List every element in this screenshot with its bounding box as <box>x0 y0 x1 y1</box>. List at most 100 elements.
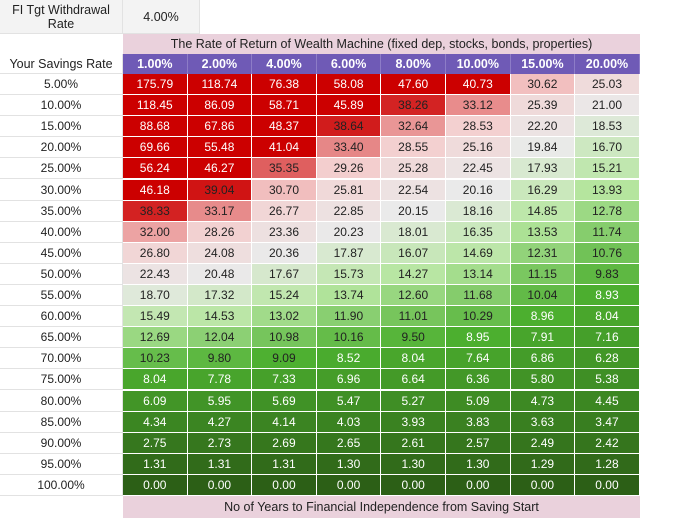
years-cell[interactable]: 8.04 <box>381 348 446 370</box>
column-header[interactable]: 1.00% <box>123 54 188 74</box>
years-cell[interactable]: 175.79 <box>123 74 188 96</box>
years-cell[interactable]: 2.75 <box>123 432 188 454</box>
years-cell[interactable]: 1.31 <box>123 453 188 475</box>
savings-rate-label[interactable]: 30.00% <box>0 179 123 201</box>
years-cell[interactable]: 13.02 <box>252 306 317 328</box>
years-cell[interactable]: 5.38 <box>575 369 640 391</box>
years-cell[interactable]: 12.69 <box>123 327 188 349</box>
years-cell[interactable]: 4.14 <box>252 411 317 433</box>
years-cell[interactable]: 16.70 <box>575 137 640 159</box>
years-cell[interactable]: 5.47 <box>316 390 382 412</box>
years-cell[interactable]: 15.21 <box>575 158 640 180</box>
years-cell[interactable]: 10.29 <box>446 306 511 328</box>
years-cell[interactable]: 88.68 <box>123 116 188 138</box>
years-cell[interactable]: 17.67 <box>252 263 317 285</box>
years-cell[interactable]: 48.37 <box>252 116 317 138</box>
years-cell[interactable]: 18.01 <box>381 221 446 243</box>
years-cell[interactable]: 7.16 <box>575 327 640 349</box>
years-cell[interactable]: 6.64 <box>381 369 446 391</box>
years-cell[interactable]: 2.57 <box>446 432 511 454</box>
years-cell[interactable]: 0.00 <box>381 474 446 496</box>
years-cell[interactable]: 11.01 <box>381 306 446 328</box>
years-cell[interactable]: 30.70 <box>252 179 317 201</box>
years-cell[interactable]: 9.80 <box>187 348 253 370</box>
years-cell[interactable]: 22.54 <box>381 179 446 201</box>
years-cell[interactable]: 16.07 <box>381 242 446 264</box>
years-cell[interactable]: 12.31 <box>510 242 576 264</box>
years-cell[interactable]: 10.04 <box>510 285 576 307</box>
years-cell[interactable]: 5.09 <box>446 390 511 412</box>
years-cell[interactable]: 55.48 <box>187 137 253 159</box>
years-cell[interactable]: 14.85 <box>510 200 576 222</box>
years-cell[interactable]: 21.00 <box>575 95 640 117</box>
savings-rate-label[interactable]: 35.00% <box>0 200 123 222</box>
years-cell[interactable]: 6.96 <box>316 369 382 391</box>
years-cell[interactable]: 20.48 <box>187 263 253 285</box>
years-cell[interactable]: 25.81 <box>316 179 382 201</box>
years-cell[interactable]: 6.86 <box>510 348 576 370</box>
years-cell[interactable]: 56.24 <box>123 158 188 180</box>
years-cell[interactable]: 0.00 <box>123 474 188 496</box>
years-cell[interactable]: 16.35 <box>446 221 511 243</box>
years-cell[interactable]: 11.74 <box>575 221 640 243</box>
years-cell[interactable]: 11.15 <box>510 263 576 285</box>
fi-target-value[interactable]: 4.00% <box>123 0 200 34</box>
years-cell[interactable]: 13.53 <box>510 221 576 243</box>
years-cell[interactable]: 8.04 <box>123 369 188 391</box>
years-cell[interactable]: 58.71 <box>252 95 317 117</box>
years-cell[interactable]: 17.87 <box>316 242 382 264</box>
years-cell[interactable]: 4.27 <box>187 411 253 433</box>
years-cell[interactable]: 13.93 <box>575 179 640 201</box>
savings-rate-label[interactable]: 15.00% <box>0 116 123 138</box>
years-cell[interactable]: 26.77 <box>252 200 317 222</box>
years-cell[interactable]: 18.53 <box>575 116 640 138</box>
years-cell[interactable]: 9.83 <box>575 263 640 285</box>
savings-rate-label[interactable]: 80.00% <box>0 390 123 412</box>
years-cell[interactable]: 25.16 <box>446 137 511 159</box>
years-cell[interactable]: 1.31 <box>252 453 317 475</box>
years-cell[interactable]: 1.30 <box>446 453 511 475</box>
years-cell[interactable]: 4.45 <box>575 390 640 412</box>
savings-rate-label[interactable]: 65.00% <box>0 327 123 349</box>
years-cell[interactable]: 5.27 <box>381 390 446 412</box>
years-cell[interactable]: 15.73 <box>316 263 382 285</box>
years-cell[interactable]: 28.26 <box>187 221 253 243</box>
years-cell[interactable]: 45.89 <box>316 95 382 117</box>
years-cell[interactable]: 0.00 <box>510 474 576 496</box>
years-cell[interactable]: 12.78 <box>575 200 640 222</box>
years-cell[interactable]: 11.68 <box>446 285 511 307</box>
years-cell[interactable]: 1.28 <box>575 453 640 475</box>
years-cell[interactable]: 7.33 <box>252 369 317 391</box>
years-cell[interactable]: 29.26 <box>316 158 382 180</box>
years-cell[interactable]: 3.83 <box>446 411 511 433</box>
years-cell[interactable]: 2.73 <box>187 432 253 454</box>
years-cell[interactable]: 41.04 <box>252 137 317 159</box>
years-cell[interactable]: 38.33 <box>123 200 188 222</box>
years-cell[interactable]: 23.36 <box>252 221 317 243</box>
fi-target-label[interactable]: FI Tgt Withdrawal Rate <box>0 0 123 34</box>
column-header[interactable]: 2.00% <box>187 54 253 74</box>
years-cell[interactable]: 22.85 <box>316 200 382 222</box>
years-cell[interactable]: 10.23 <box>123 348 188 370</box>
years-cell[interactable]: 14.53 <box>187 306 253 328</box>
years-cell[interactable]: 15.24 <box>252 285 317 307</box>
years-cell[interactable]: 0.00 <box>575 474 640 496</box>
years-cell[interactable]: 69.66 <box>123 137 188 159</box>
years-cell[interactable]: 14.69 <box>446 242 511 264</box>
years-cell[interactable]: 5.95 <box>187 390 253 412</box>
years-cell[interactable]: 17.32 <box>187 285 253 307</box>
years-cell[interactable]: 0.00 <box>446 474 511 496</box>
years-cell[interactable]: 8.95 <box>446 327 511 349</box>
years-cell[interactable]: 0.00 <box>187 474 253 496</box>
years-cell[interactable]: 28.53 <box>446 116 511 138</box>
savings-rate-label[interactable]: 45.00% <box>0 242 123 264</box>
years-cell[interactable]: 35.35 <box>252 158 317 180</box>
years-cell[interactable]: 5.80 <box>510 369 576 391</box>
years-cell[interactable]: 8.52 <box>316 348 382 370</box>
footer-caption[interactable]: No of Years to Financial Independence fr… <box>123 496 640 518</box>
years-cell[interactable]: 118.45 <box>123 95 188 117</box>
savings-rate-label[interactable]: 60.00% <box>0 306 123 328</box>
years-cell[interactable]: 38.26 <box>381 95 446 117</box>
years-cell[interactable]: 6.28 <box>575 348 640 370</box>
years-cell[interactable]: 3.93 <box>381 411 446 433</box>
